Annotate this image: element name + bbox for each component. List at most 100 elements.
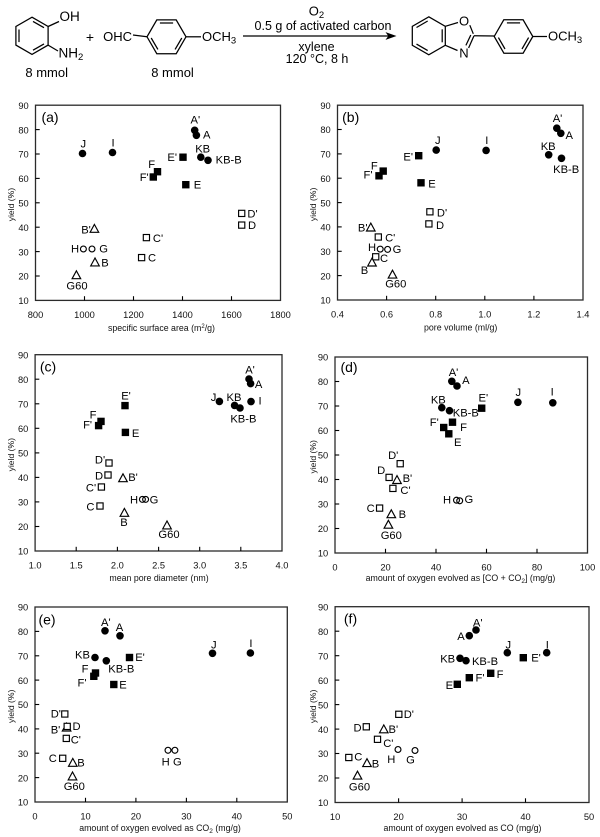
svg-text:C: C (354, 751, 362, 763)
svg-text:KB: KB (75, 650, 90, 662)
svg-text:90: 90 (320, 101, 330, 111)
svg-text:90: 90 (318, 602, 328, 612)
svg-text:40: 40 (18, 725, 28, 735)
svg-text:E: E (454, 437, 461, 449)
svg-text:70: 70 (318, 402, 328, 412)
svg-text:yield (%): yield (%) (308, 440, 318, 474)
svg-text:yield (%): yield (%) (6, 438, 16, 472)
svg-text:xylene: xylene (298, 40, 334, 54)
svg-text:F': F' (476, 673, 485, 685)
svg-text:0: 0 (32, 811, 37, 821)
svg-text:C': C' (71, 735, 81, 747)
svg-text:I: I (551, 386, 554, 398)
svg-text:G60: G60 (66, 280, 87, 292)
svg-text:60: 60 (318, 426, 328, 436)
svg-text:0.5 g of activated carbon: 0.5 g of activated carbon (255, 19, 392, 33)
svg-text:20: 20 (131, 811, 141, 821)
svg-text:KB-B: KB-B (453, 407, 479, 419)
svg-text:A': A' (473, 617, 483, 629)
svg-text:F': F' (364, 170, 373, 182)
svg-text:2.5: 2.5 (152, 560, 165, 570)
svg-text:20: 20 (18, 773, 28, 783)
svg-text:0.4: 0.4 (331, 309, 344, 319)
svg-text:C: C (148, 253, 156, 265)
svg-text:70: 70 (320, 150, 330, 160)
svg-text:20: 20 (18, 522, 28, 532)
svg-text:(a): (a) (41, 109, 58, 125)
svg-text:B: B (101, 258, 108, 270)
svg-text:KB-B: KB-B (472, 656, 498, 668)
svg-text:1800: 1800 (270, 310, 291, 320)
svg-text:80: 80 (18, 125, 28, 135)
svg-text:B': B' (358, 223, 368, 235)
svg-text:G60: G60 (381, 530, 402, 542)
svg-text:20: 20 (318, 524, 328, 534)
svg-text:90: 90 (18, 603, 28, 613)
svg-text:G60: G60 (385, 279, 406, 291)
svg-text:D: D (377, 465, 385, 477)
svg-text:G60: G60 (64, 781, 85, 793)
svg-text:J: J (81, 138, 87, 150)
svg-text:H: H (387, 754, 395, 766)
svg-text:70: 70 (18, 652, 28, 662)
svg-text:D': D' (95, 454, 105, 466)
svg-text:2.0: 2.0 (111, 560, 124, 570)
svg-text:1.2: 1.2 (527, 309, 540, 319)
svg-text:B: B (361, 265, 368, 277)
svg-text:F': F' (78, 678, 87, 690)
svg-text:I: I (546, 639, 549, 651)
svg-text:G: G (393, 244, 402, 256)
svg-text:J: J (506, 639, 512, 651)
svg-text:E: E (132, 428, 139, 440)
svg-text:90: 90 (318, 353, 328, 363)
svg-text:G: G (465, 494, 474, 506)
svg-text:1.0: 1.0 (29, 560, 42, 570)
svg-text:60: 60 (18, 424, 28, 434)
svg-text:30: 30 (318, 749, 328, 759)
svg-text:20: 20 (318, 774, 328, 784)
svg-text:80: 80 (18, 375, 28, 385)
svg-text:C: C (367, 503, 375, 515)
svg-text:3.5: 3.5 (234, 560, 247, 570)
svg-text:amount of oxygen evolved as [C: amount of oxygen evolved as [CO + CO2] (… (366, 573, 556, 585)
svg-text:(f): (f) (344, 610, 357, 626)
svg-text:40: 40 (318, 475, 328, 485)
svg-text:E: E (428, 179, 435, 191)
svg-text:KB: KB (195, 144, 210, 156)
svg-text:B': B' (403, 473, 413, 485)
svg-text:60: 60 (18, 174, 28, 184)
svg-text:C: C (380, 253, 388, 265)
svg-text:D': D' (404, 709, 414, 721)
svg-text:B: B (77, 758, 84, 770)
svg-text:KB: KB (227, 392, 242, 404)
svg-text:D: D (436, 220, 444, 232)
svg-text:50: 50 (18, 700, 28, 710)
svg-text:0.8: 0.8 (429, 309, 442, 319)
svg-text:1.0: 1.0 (478, 309, 491, 319)
svg-text:I: I (111, 138, 114, 150)
svg-text:50: 50 (318, 451, 328, 461)
svg-text:50: 50 (320, 198, 330, 208)
svg-text:10: 10 (18, 296, 28, 306)
svg-text:E: E (119, 680, 126, 692)
svg-text:0: 0 (332, 562, 337, 572)
svg-text:yield (%): yield (%) (308, 690, 318, 724)
svg-text:B': B' (51, 725, 61, 737)
svg-text:70: 70 (18, 150, 28, 160)
svg-text:10: 10 (318, 798, 328, 808)
svg-text:specific surface area (m2/g): specific surface area (m2/g) (108, 323, 215, 333)
svg-text:F: F (82, 663, 89, 675)
svg-text:G: G (150, 494, 159, 506)
svg-text:60: 60 (481, 562, 491, 572)
svg-text:I: I (249, 638, 252, 650)
svg-text:yield (%): yield (%) (308, 188, 318, 222)
svg-text:A: A (255, 379, 263, 391)
svg-text:B': B' (128, 472, 138, 484)
svg-text:A: A (203, 130, 211, 142)
svg-text:H: H (368, 242, 376, 254)
svg-text:40: 40 (431, 562, 441, 572)
svg-text:1000: 1000 (74, 310, 95, 320)
svg-text:E': E' (167, 152, 177, 164)
svg-text:H: H (71, 244, 79, 256)
svg-text:120 °C, 8 h: 120 °C, 8 h (286, 52, 349, 66)
